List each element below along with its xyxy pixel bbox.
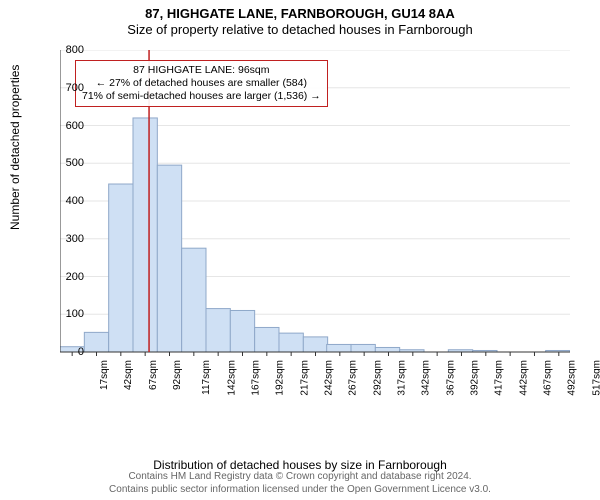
y-axis-label: Number of detached properties (8, 65, 22, 230)
x-tick-label: 267sqm (348, 360, 359, 396)
x-tick-label: 492sqm (567, 360, 578, 396)
x-tick-label: 292sqm (372, 360, 383, 396)
x-tick-label: 467sqm (543, 360, 554, 396)
x-tick-label: 92sqm (172, 360, 183, 390)
x-tick-label: 392sqm (470, 360, 481, 396)
x-tick-label: 242sqm (324, 360, 335, 396)
x-tick-label: 192sqm (275, 360, 286, 396)
x-tick-label: 517sqm (591, 360, 600, 396)
chart-title-sub: Size of property relative to detached ho… (0, 22, 600, 38)
x-tick-label: 167sqm (251, 360, 262, 396)
y-tick-label: 200 (44, 271, 84, 283)
x-tick-label: 417sqm (494, 360, 505, 396)
y-tick-label: 300 (44, 233, 84, 245)
chart-title-main: 87, HIGHGATE LANE, FARNBOROUGH, GU14 8AA (0, 6, 600, 22)
x-tick-label: 342sqm (421, 360, 432, 396)
y-tick-label: 0 (44, 346, 84, 358)
x-tick-label: 217sqm (299, 360, 310, 396)
x-tick-label: 142sqm (226, 360, 237, 396)
y-tick-label: 400 (44, 195, 84, 207)
footer-line-1: Contains HM Land Registry data © Crown c… (0, 471, 600, 484)
annotation-line-1: 87 HIGHGATE LANE: 96sqm (82, 64, 321, 77)
x-axis-label: Distribution of detached houses by size … (0, 458, 600, 472)
y-tick-label: 800 (44, 44, 84, 56)
chart-titles: 87, HIGHGATE LANE, FARNBOROUGH, GU14 8AA… (0, 0, 600, 39)
x-tick-label: 42sqm (124, 360, 135, 390)
x-tick-label: 67sqm (148, 360, 159, 390)
y-tick-label: 600 (44, 120, 84, 132)
y-tick-label: 500 (44, 157, 84, 169)
footer-line-2: Contains public sector information licen… (0, 484, 600, 497)
y-tick-label: 100 (44, 308, 84, 320)
annotation-box: 87 HIGHGATE LANE: 96sqm ← 27% of detache… (75, 60, 328, 107)
x-tick-label: 367sqm (445, 360, 456, 396)
x-tick-label: 17sqm (99, 360, 110, 390)
x-tick-label: 317sqm (397, 360, 408, 396)
chart-footer: Contains HM Land Registry data © Crown c… (0, 471, 600, 496)
x-tick-label: 442sqm (518, 360, 529, 396)
annotation-line-3: 71% of semi-detached houses are larger (… (82, 90, 321, 103)
x-tick-label: 117sqm (201, 360, 212, 395)
y-tick-label: 700 (44, 82, 84, 94)
annotation-line-2: ← 27% of detached houses are smaller (58… (82, 77, 321, 90)
